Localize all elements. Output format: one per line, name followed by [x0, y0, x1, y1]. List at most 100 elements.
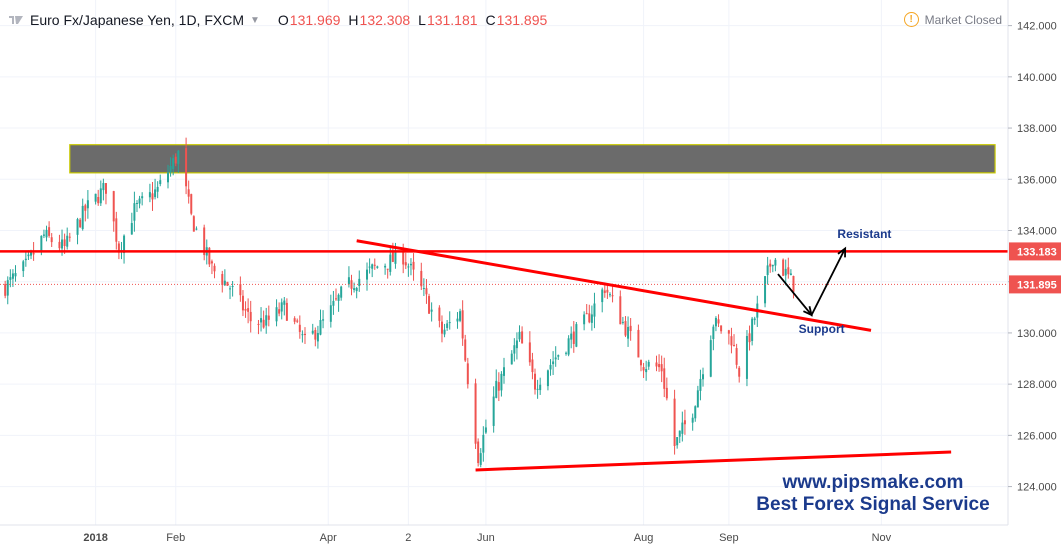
candle-body: [99, 188, 102, 204]
candle-body: [792, 276, 795, 292]
symbol-title[interactable]: Euro Fx/Japanese Yen, 1D, FXCM: [30, 12, 244, 28]
candle-body: [549, 364, 552, 370]
candle-body: [280, 302, 283, 312]
candle-body: [221, 274, 224, 286]
candle-body: [645, 368, 648, 373]
candle-body: [789, 273, 792, 276]
arrowhead-up: [837, 246, 847, 258]
candle-body: [735, 348, 738, 365]
watermark-tagline: Best Forex Signal Service: [756, 494, 990, 515]
candle-body: [358, 278, 361, 287]
candle-body: [709, 340, 712, 377]
time-tick-label: Feb: [166, 532, 185, 544]
time-tick-label: Nov: [872, 532, 892, 544]
candle-body: [135, 202, 138, 204]
candle-body: [249, 311, 252, 322]
candle-body: [301, 334, 304, 336]
candle-body: [407, 266, 410, 268]
candle-body: [717, 319, 720, 324]
candle-body: [285, 302, 288, 321]
candle-body: [296, 320, 299, 322]
candle-body: [102, 182, 105, 191]
candle-body: [536, 388, 539, 390]
candle-body: [81, 205, 84, 229]
candle-body: [231, 286, 234, 288]
candle-body: [565, 352, 568, 354]
trendline[interactable]: [475, 450, 952, 472]
candle-body: [446, 323, 449, 328]
candle-body: [9, 277, 12, 280]
market-status-label: Market Closed: [924, 12, 1002, 27]
candle-body: [655, 362, 658, 367]
candle-body: [115, 218, 118, 242]
candle-body: [84, 205, 87, 211]
warning-icon: !: [903, 12, 919, 27]
trendline[interactable]: [356, 239, 872, 332]
high-value: 132.308: [359, 12, 411, 28]
price-marker-badge: [1009, 242, 1061, 261]
candle-body: [425, 288, 428, 295]
candle-body: [50, 237, 53, 243]
candle-body: [619, 296, 622, 325]
candle-body: [337, 294, 340, 301]
candle-body: [247, 308, 250, 312]
candle-body: [48, 227, 51, 236]
candle-body: [539, 384, 542, 391]
candle-body: [208, 247, 211, 265]
candle-body: [409, 263, 412, 266]
candle-body: [391, 251, 394, 262]
candle-body: [673, 398, 676, 446]
candle-body: [244, 308, 247, 311]
candle-body: [45, 229, 48, 238]
candle-body: [174, 156, 177, 164]
candle-body: [606, 289, 609, 293]
candle-body: [738, 367, 741, 377]
chevron-down-icon[interactable]: ▼: [250, 14, 260, 26]
candle-body: [484, 427, 487, 433]
candle-body: [601, 289, 604, 303]
time-tick-label: Aug: [634, 532, 654, 544]
candle-body: [681, 422, 684, 434]
candle-body: [195, 228, 198, 230]
candle-body: [769, 263, 772, 267]
candle-body: [521, 331, 524, 344]
price-marker-label: 133.183: [1017, 246, 1057, 258]
supply-zone-rect[interactable]: [69, 144, 996, 174]
candle-body: [730, 336, 733, 346]
candle-body: [583, 314, 586, 325]
candle-body: [459, 311, 462, 321]
candle-body: [130, 223, 133, 235]
price-tick-label: 142.000: [1017, 21, 1057, 33]
open-value: 131.969: [289, 12, 341, 28]
candle-body: [745, 336, 748, 379]
candle-body: [477, 441, 480, 464]
candle-body: [570, 333, 573, 340]
candle-body: [138, 198, 141, 204]
candle-body: [283, 300, 286, 305]
candle-body: [275, 307, 278, 322]
candle-body: [603, 290, 606, 293]
candle-body: [590, 314, 593, 323]
candle-body: [588, 313, 591, 323]
candle-body: [267, 315, 270, 320]
candle-body: [112, 191, 115, 222]
candle-body: [376, 266, 379, 268]
candle-body: [456, 318, 459, 322]
candle-body: [497, 382, 500, 391]
candle-body: [531, 359, 534, 373]
candle-body: [733, 344, 736, 346]
candle-body: [329, 305, 332, 322]
candle-body: [534, 373, 537, 390]
candle-body: [546, 370, 549, 387]
candle-body: [203, 227, 206, 256]
candle-body: [104, 183, 107, 194]
annotation-label: Support: [799, 322, 845, 336]
candle-body: [68, 236, 71, 238]
candle-body: [79, 219, 82, 228]
price-axis-panel: [1008, 0, 1062, 548]
candle-body: [226, 281, 229, 286]
candle-body: [177, 150, 180, 164]
candle-body: [6, 280, 9, 296]
candle-body: [340, 286, 343, 298]
